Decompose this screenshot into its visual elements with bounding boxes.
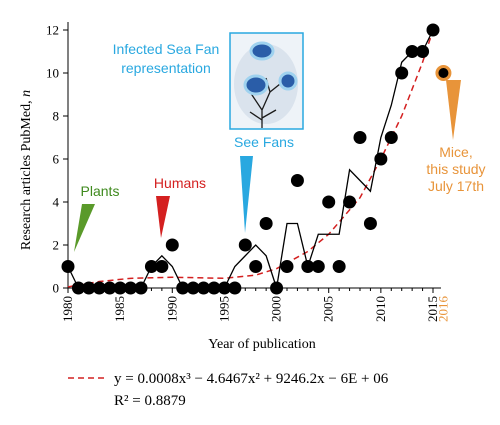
data-point [290, 174, 304, 187]
data-point [155, 260, 169, 273]
data-point [405, 45, 419, 58]
data-point [322, 195, 336, 209]
annotation-sea-fan-caption-line2: representation [121, 60, 211, 76]
highlight-point [438, 68, 449, 78]
legend: y = 0.0008x³ − 4.6467x² + 9246.2x − 6E +… [68, 371, 389, 409]
data-point [176, 281, 190, 295]
data-point [124, 281, 138, 295]
data-point [238, 238, 252, 252]
data-point [332, 260, 346, 273]
x-tick-label: 1995 [216, 296, 231, 322]
data-point [416, 45, 430, 58]
y-ticks: 0 2 4 6 8 10 12 [46, 23, 68, 296]
data-point [144, 260, 158, 273]
data-point [374, 152, 388, 166]
data-point [353, 131, 367, 144]
trend-line-path [67, 29, 434, 288]
data-point [71, 281, 85, 295]
annotation-plants-label: Plants [81, 183, 120, 199]
data-point [92, 281, 106, 295]
annotation-humans: Humans [154, 175, 206, 238]
data-point [103, 281, 117, 295]
data-point [270, 281, 284, 295]
sea-fan-lesion [249, 41, 275, 61]
data-point [301, 260, 315, 273]
data-point [186, 281, 200, 295]
annotation-sea-fan-caption-line1: Infected Sea Fan [113, 41, 220, 57]
x-tick-label: 1980 [60, 296, 75, 322]
data-point [207, 281, 221, 295]
data-point [165, 238, 179, 252]
data-point [426, 23, 440, 37]
x-axis-label: Year of publication [208, 337, 315, 352]
data-point [384, 131, 398, 144]
x-tick-label: 2010 [373, 296, 388, 322]
annotation-sea-fan-caption: Infected Sea Fan representation [113, 41, 220, 76]
annotation-see-fans-marker [240, 156, 253, 233]
data-point [82, 281, 96, 295]
annotation-humans-marker [156, 196, 170, 238]
y-tick-label: 0 [53, 281, 60, 296]
data-point [343, 195, 357, 209]
data-point [259, 217, 273, 230]
data-point [134, 281, 148, 295]
y-tick-label: 8 [53, 109, 60, 124]
annotation-see-fans-label: See Fans [234, 134, 294, 150]
x-tick-label: 2000 [269, 296, 284, 322]
x-tick-label-2016: 2016 [435, 296, 450, 323]
annotation-see-fans: See Fans [234, 134, 294, 233]
sea-fan-illustration [229, 32, 304, 130]
x-tick-label: 2005 [321, 296, 336, 322]
annotation-mice: Mice, this study July 17th [426, 80, 486, 194]
trend-line [67, 29, 434, 288]
data-point [311, 260, 325, 273]
y-tick-label: 2 [53, 238, 60, 253]
y-axis-label-text: Research articles PubMed, [19, 97, 34, 250]
annotation-mice-label-line3: July 17th [428, 178, 484, 194]
data-point [280, 260, 294, 273]
data-point [61, 260, 75, 273]
data-point [113, 281, 127, 295]
data-point [363, 217, 377, 230]
y-tick-label: 6 [53, 152, 60, 167]
data-point [197, 281, 211, 295]
annotation-plants-marker [74, 204, 95, 252]
annotation-mice-marker [446, 80, 461, 140]
annotation-humans-label: Humans [154, 175, 206, 191]
sea-fan-lesion [278, 71, 298, 91]
data-point [249, 260, 263, 273]
data-point [395, 66, 409, 80]
data-points [61, 23, 452, 295]
x-tick-label: 2015 [425, 296, 440, 322]
trend-equation: y = 0.0008x³ − 4.6467x² + 9246.2x − 6E +… [114, 371, 389, 387]
sea-fan-lesion [243, 74, 269, 96]
data-point [217, 281, 231, 295]
annotation-mice-label-line2: this study [426, 161, 485, 177]
annotation-plants: Plants [74, 183, 119, 252]
r-squared: R² = 0.8879 [114, 393, 186, 409]
annotation-mice-label-line1: Mice, [439, 144, 472, 160]
y-tick-label: 12 [46, 23, 59, 38]
x-tick-label: 1985 [112, 296, 127, 322]
data-point [228, 281, 242, 295]
y-axis-label: Research articles PubMed, n [19, 90, 34, 250]
y-axis-label-variable: n [19, 90, 34, 97]
x-tick-label: 1990 [164, 296, 179, 322]
y-tick-label: 10 [46, 66, 59, 81]
y-tick-label: 4 [53, 195, 60, 210]
